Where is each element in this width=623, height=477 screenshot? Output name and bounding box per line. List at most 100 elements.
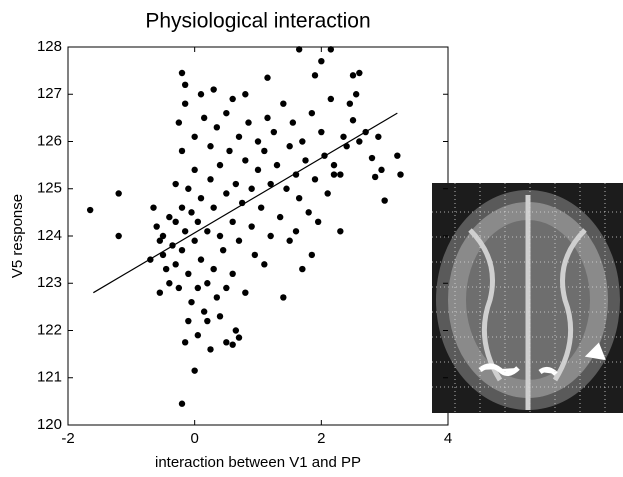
point	[264, 115, 270, 121]
point	[248, 186, 254, 192]
point	[353, 91, 359, 97]
y-tick-label: 122	[37, 321, 62, 338]
point	[309, 252, 315, 258]
point	[166, 214, 172, 220]
point	[179, 204, 185, 210]
point	[375, 134, 381, 140]
fit-line	[93, 113, 397, 293]
point	[233, 327, 239, 333]
point	[201, 308, 207, 314]
point	[163, 266, 169, 272]
point	[210, 204, 216, 210]
point	[153, 223, 159, 229]
point	[258, 204, 264, 210]
point	[179, 247, 185, 253]
point	[350, 117, 356, 123]
point	[328, 46, 334, 52]
point	[217, 162, 223, 168]
point	[271, 129, 277, 135]
brain-image	[432, 183, 623, 413]
point	[245, 119, 251, 125]
point	[204, 318, 210, 324]
point	[115, 233, 121, 239]
point	[305, 209, 311, 215]
point	[172, 261, 178, 267]
point	[236, 334, 242, 340]
y-tick-label: 121	[37, 369, 62, 386]
point	[356, 138, 362, 144]
point	[210, 266, 216, 272]
point	[242, 157, 248, 163]
point	[172, 181, 178, 187]
point	[185, 186, 191, 192]
point	[87, 207, 93, 213]
point	[191, 367, 197, 373]
point	[185, 271, 191, 277]
point	[223, 339, 229, 345]
chart: Physiological interaction interaction be…	[0, 0, 623, 472]
point	[233, 181, 239, 187]
y-tick-label: 127	[37, 85, 62, 102]
point	[198, 256, 204, 262]
point	[347, 101, 353, 107]
point	[261, 261, 267, 267]
y-tick-label: 124	[37, 227, 62, 244]
point	[255, 138, 261, 144]
point	[252, 252, 258, 258]
point	[369, 155, 375, 161]
point	[207, 346, 213, 352]
point	[160, 233, 166, 239]
point	[223, 285, 229, 291]
point	[191, 238, 197, 244]
point	[277, 214, 283, 220]
point	[324, 190, 330, 196]
chart-title: Physiological interaction	[145, 10, 370, 33]
point	[378, 167, 384, 173]
point	[312, 72, 318, 78]
point	[242, 290, 248, 296]
y-tick-label: 126	[37, 132, 62, 149]
point	[261, 148, 267, 154]
point	[264, 75, 270, 81]
point	[372, 174, 378, 180]
point	[394, 152, 400, 158]
point	[242, 91, 248, 97]
point	[340, 134, 346, 140]
point	[337, 228, 343, 234]
point	[381, 197, 387, 203]
point	[286, 238, 292, 244]
point	[195, 219, 201, 225]
point	[223, 110, 229, 116]
point	[191, 167, 197, 173]
point	[315, 219, 321, 225]
x-tick-label: 2	[317, 430, 325, 447]
point	[182, 101, 188, 107]
x-axis-label: interaction between V1 and PP	[155, 454, 361, 471]
point	[236, 238, 242, 244]
point	[397, 171, 403, 177]
point	[179, 401, 185, 407]
point	[229, 96, 235, 102]
point	[176, 285, 182, 291]
point	[331, 171, 337, 177]
point	[207, 176, 213, 182]
point	[248, 223, 254, 229]
point	[220, 247, 226, 253]
point	[191, 134, 197, 140]
y-tick-label: 125	[37, 180, 62, 197]
point	[229, 271, 235, 277]
y-axis-label: V5 response	[9, 194, 26, 278]
y-tick-label: 128	[37, 38, 62, 55]
y-tick-label: 120	[37, 416, 62, 433]
point	[280, 101, 286, 107]
point	[302, 157, 308, 163]
point	[226, 148, 232, 154]
point	[296, 195, 302, 201]
point	[267, 233, 273, 239]
point	[236, 134, 242, 140]
point	[255, 167, 261, 173]
point	[286, 143, 292, 149]
point	[283, 186, 289, 192]
point	[214, 124, 220, 130]
point	[217, 233, 223, 239]
